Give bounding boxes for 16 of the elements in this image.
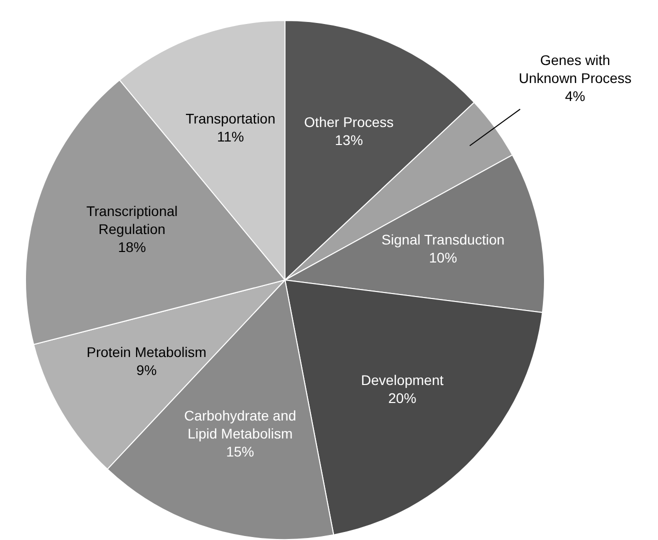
slice-label: Transcriptional Regulation bbox=[86, 203, 178, 238]
slice-label: Signal Transduction bbox=[382, 232, 505, 248]
data-label: 4% bbox=[565, 88, 586, 104]
data-label: 10% bbox=[429, 250, 458, 266]
data-label: 15% bbox=[226, 443, 254, 460]
data-label: 9% bbox=[136, 362, 157, 378]
slice-label: Transportation bbox=[186, 110, 276, 126]
slice-label: Carbohydrate and Lipid Metabolism bbox=[184, 407, 296, 442]
data-label: 18% bbox=[118, 239, 146, 256]
slice-label: Protein Metabolism bbox=[86, 344, 206, 360]
slice-label: Other Process bbox=[304, 114, 394, 130]
data-label: 11% bbox=[217, 128, 244, 144]
data-label: 20% bbox=[388, 390, 416, 406]
slice-label: Development bbox=[361, 372, 444, 388]
data-label: 13% bbox=[334, 132, 363, 148]
slice-label: Genes with Unknown Process bbox=[518, 52, 632, 86]
